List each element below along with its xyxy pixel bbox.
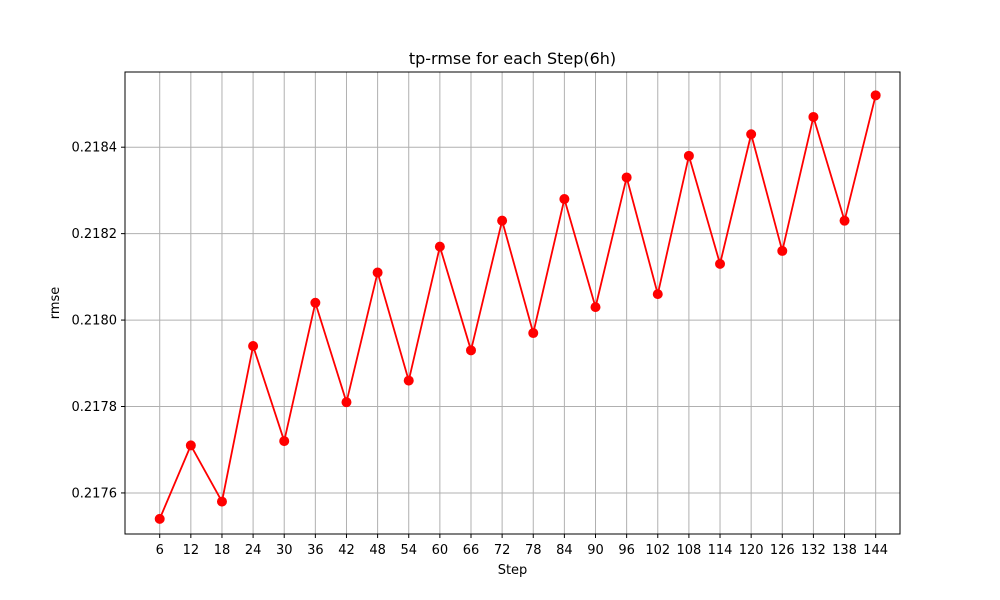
y-tick-label: 0.2178	[72, 400, 118, 415]
data-point	[310, 297, 321, 308]
x-tick-label: 138	[832, 543, 857, 558]
data-point	[870, 90, 881, 101]
chart-title: tp-rmse for each Step(6h)	[409, 49, 616, 68]
data-point	[434, 241, 445, 252]
y-tick-label: 0.2184	[72, 141, 118, 156]
x-tick-label: 30	[276, 543, 293, 558]
data-point	[652, 289, 663, 300]
ticks: 6 12 18 24 30 36 42 48 54 60 66 72 78 84 90 96 102 108 114…	[72, 141, 889, 558]
x-tick-label: 54	[400, 543, 417, 558]
data-point	[777, 245, 788, 256]
x-tick-label: 132	[801, 543, 826, 558]
data-point	[216, 496, 227, 507]
y-axis-label: rmse	[48, 287, 63, 320]
data-point	[715, 258, 726, 269]
x-tick-label: 48	[369, 543, 386, 558]
y-tick-label: 0.2176	[72, 486, 118, 501]
data-point	[590, 302, 601, 313]
x-tick-label: 12	[183, 543, 200, 558]
data-point	[746, 129, 757, 140]
x-tick-label: 114	[708, 543, 733, 558]
data-point	[808, 111, 819, 122]
x-tick-label: 66	[463, 543, 480, 558]
x-tick-label: 36	[307, 543, 324, 558]
x-tick-label: 90	[587, 543, 604, 558]
x-tick-label: 78	[525, 543, 542, 558]
plot-frame	[124, 71, 901, 535]
data-point	[528, 328, 539, 339]
x-tick-label: 18	[214, 543, 231, 558]
data-point	[497, 215, 508, 226]
data-point	[465, 345, 476, 356]
x-tick-label: 72	[494, 543, 511, 558]
data-point	[621, 172, 632, 183]
data-point	[559, 194, 570, 205]
data-point	[154, 513, 165, 524]
data-point	[185, 440, 196, 451]
x-tick-label: 126	[770, 543, 795, 558]
x-tick-label: 108	[676, 543, 701, 558]
x-tick-label: 96	[618, 543, 635, 558]
x-tick-label: 84	[556, 543, 573, 558]
x-axis-label: Step	[498, 563, 528, 578]
y-tick-label: 0.2180	[72, 314, 118, 329]
x-tick-label: 144	[863, 543, 888, 558]
x-tick-label: 60	[432, 543, 449, 558]
x-tick-label: 6	[156, 543, 164, 558]
data-point	[372, 267, 383, 278]
data-point	[839, 215, 850, 226]
data-point	[248, 341, 259, 352]
data-point	[279, 436, 290, 447]
grid	[125, 72, 900, 534]
data-point	[341, 397, 352, 408]
series-layer	[154, 90, 881, 524]
x-tick-label: 102	[645, 543, 670, 558]
y-tick-label: 0.2182	[72, 227, 118, 242]
x-tick-label: 42	[338, 543, 355, 558]
series-line	[158, 95, 877, 520]
data-point	[403, 375, 414, 386]
x-tick-label: 24	[245, 543, 262, 558]
x-tick-label: 120	[739, 543, 764, 558]
data-point	[683, 150, 694, 161]
